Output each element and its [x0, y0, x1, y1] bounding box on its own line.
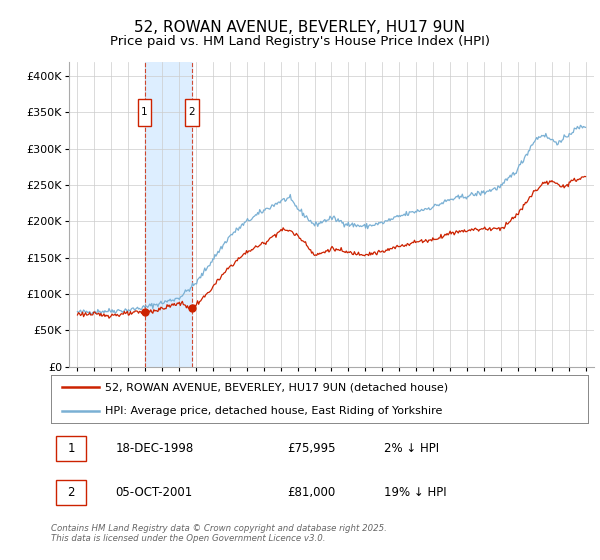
Text: £81,000: £81,000	[287, 487, 335, 500]
Bar	[56, 480, 86, 506]
Text: 05-OCT-2001: 05-OCT-2001	[115, 487, 193, 500]
Text: 19% ↓ HPI: 19% ↓ HPI	[384, 487, 446, 500]
Text: 1: 1	[67, 442, 75, 455]
Text: Price paid vs. HM Land Registry's House Price Index (HPI): Price paid vs. HM Land Registry's House …	[110, 35, 490, 48]
Text: 1: 1	[141, 108, 148, 118]
Text: 2% ↓ HPI: 2% ↓ HPI	[384, 442, 439, 455]
Text: 52, ROWAN AVENUE, BEVERLEY, HU17 9UN (detached house): 52, ROWAN AVENUE, BEVERLEY, HU17 9UN (de…	[105, 382, 448, 392]
Text: HPI: Average price, detached house, East Riding of Yorkshire: HPI: Average price, detached house, East…	[105, 406, 442, 416]
Text: 52, ROWAN AVENUE, BEVERLEY, HU17 9UN: 52, ROWAN AVENUE, BEVERLEY, HU17 9UN	[134, 20, 466, 35]
Bar	[145, 62, 192, 367]
Bar	[138, 99, 151, 125]
Text: 2: 2	[188, 108, 195, 118]
Text: 18-DEC-1998: 18-DEC-1998	[115, 442, 194, 455]
Text: £75,995: £75,995	[287, 442, 336, 455]
Bar	[185, 99, 199, 125]
Bar	[56, 436, 86, 461]
Text: Contains HM Land Registry data © Crown copyright and database right 2025.
This d: Contains HM Land Registry data © Crown c…	[51, 524, 387, 543]
Text: 2: 2	[67, 487, 75, 500]
